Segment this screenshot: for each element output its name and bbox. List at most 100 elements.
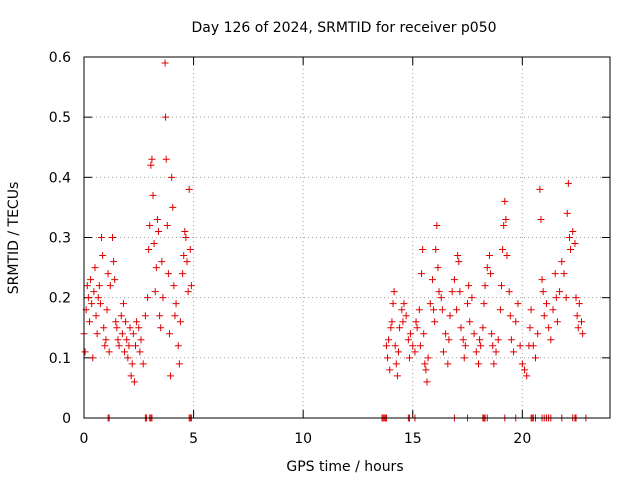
data-point bbox=[416, 342, 424, 350]
data-point bbox=[151, 288, 159, 296]
data-point bbox=[465, 282, 473, 290]
data-point bbox=[180, 252, 188, 260]
data-point bbox=[168, 173, 176, 181]
data-point bbox=[395, 348, 403, 356]
y-tick-label: 0.4 bbox=[49, 170, 71, 186]
data-point bbox=[545, 324, 553, 332]
data-point bbox=[90, 288, 98, 296]
data-point bbox=[400, 300, 408, 308]
data-point bbox=[501, 197, 509, 205]
data-point bbox=[157, 324, 165, 332]
data-point bbox=[435, 288, 443, 296]
data-point bbox=[572, 294, 580, 302]
data-point bbox=[92, 312, 100, 320]
data-point bbox=[564, 179, 572, 187]
x-tick-label: 5 bbox=[189, 431, 198, 447]
data-point bbox=[170, 282, 178, 290]
data-point bbox=[415, 306, 423, 314]
data-point bbox=[464, 300, 472, 308]
data-point bbox=[382, 342, 390, 350]
data-point bbox=[128, 360, 136, 368]
data-point bbox=[135, 324, 143, 332]
data-point bbox=[507, 336, 515, 344]
data-point bbox=[145, 246, 153, 254]
data-point bbox=[549, 306, 557, 314]
data-point bbox=[148, 155, 156, 163]
data-point bbox=[149, 191, 157, 199]
y-tick-label: 0.6 bbox=[49, 50, 71, 66]
data-point bbox=[431, 318, 439, 326]
data-point bbox=[457, 324, 465, 332]
data-point bbox=[136, 348, 144, 356]
data-point bbox=[162, 113, 170, 121]
x-tick-label: 15 bbox=[404, 431, 422, 447]
data-points bbox=[80, 59, 590, 422]
x-tick-label: 20 bbox=[513, 431, 531, 447]
data-point bbox=[399, 318, 407, 326]
data-point bbox=[130, 378, 138, 386]
data-point bbox=[167, 372, 175, 380]
data-point bbox=[398, 306, 406, 314]
data-point bbox=[127, 372, 135, 380]
data-point bbox=[569, 227, 577, 235]
data-point bbox=[472, 348, 480, 356]
data-point bbox=[396, 324, 404, 332]
data-point bbox=[384, 354, 392, 362]
data-point bbox=[185, 185, 193, 193]
data-point bbox=[102, 336, 110, 344]
chart-title: Day 126 of 2024, SRMTID for receiver p05… bbox=[191, 20, 496, 36]
data-point bbox=[446, 312, 454, 320]
data-point bbox=[461, 342, 469, 350]
data-point bbox=[455, 258, 463, 266]
data-point bbox=[542, 300, 550, 308]
data-point bbox=[108, 234, 116, 241]
data-point bbox=[93, 330, 101, 338]
data-point bbox=[111, 276, 119, 284]
data-point bbox=[567, 246, 575, 254]
data-point bbox=[155, 227, 163, 235]
data-point bbox=[579, 330, 587, 338]
data-point bbox=[460, 354, 468, 362]
x-tick-label: 0 bbox=[80, 431, 89, 447]
data-point bbox=[95, 282, 103, 290]
data-point bbox=[137, 336, 145, 344]
data-point bbox=[387, 324, 395, 332]
data-point bbox=[125, 342, 133, 350]
data-point bbox=[413, 324, 421, 332]
data-point bbox=[529, 342, 537, 350]
data-point bbox=[150, 240, 158, 248]
data-point bbox=[475, 360, 482, 368]
data-point bbox=[183, 258, 191, 266]
data-point bbox=[105, 348, 113, 356]
data-point bbox=[182, 234, 190, 241]
data-point bbox=[426, 300, 434, 308]
data-point bbox=[391, 342, 399, 350]
data-point bbox=[516, 342, 524, 350]
data-point bbox=[547, 336, 555, 344]
x-axis-label: GPS time / hours bbox=[286, 459, 403, 475]
data-point bbox=[466, 318, 474, 326]
data-point bbox=[412, 318, 420, 326]
data-point bbox=[483, 264, 491, 272]
data-point bbox=[159, 294, 167, 302]
data-point bbox=[392, 360, 400, 368]
data-point bbox=[578, 318, 586, 326]
data-point bbox=[442, 330, 450, 338]
data-point bbox=[405, 354, 413, 362]
data-point bbox=[81, 348, 89, 356]
data-point bbox=[419, 246, 427, 254]
data-point bbox=[176, 318, 184, 326]
data-point bbox=[433, 221, 441, 229]
data-point bbox=[499, 246, 507, 254]
data-point bbox=[553, 318, 561, 326]
data-point bbox=[407, 330, 415, 338]
data-point bbox=[390, 288, 398, 296]
data-point bbox=[91, 264, 99, 272]
data-point bbox=[470, 330, 478, 338]
data-point bbox=[537, 215, 545, 223]
data-point bbox=[450, 276, 458, 284]
data-point bbox=[115, 342, 123, 350]
data-point bbox=[393, 372, 401, 380]
data-point bbox=[181, 227, 189, 235]
